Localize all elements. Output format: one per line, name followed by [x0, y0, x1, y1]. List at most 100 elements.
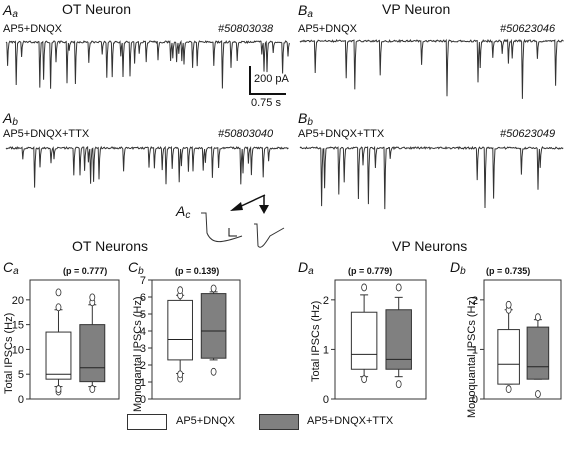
- box-ap5-dnqx: [45, 288, 72, 396]
- panel-label-ab: Ab: [3, 110, 18, 128]
- panel-label-ca: Ca: [3, 259, 19, 277]
- boxplot-cb: 0 1 2 3 4 5 6 7: [140, 275, 241, 406]
- y-tick-label: 7: [140, 275, 146, 287]
- trace-ot-ap5-dnqx: [5, 39, 290, 89]
- scale-current-label: 200 pA: [254, 73, 289, 85]
- boxplot-ca: 0 5 10 15 20: [12, 279, 120, 406]
- scale-time-label: 0.75 s: [251, 97, 281, 109]
- outlier-point: [505, 300, 512, 309]
- y-tick-label: 1: [472, 344, 478, 356]
- legend-swatch-filled: [259, 414, 299, 430]
- box-iqr: [526, 326, 550, 380]
- db-p-value: (p = 0.735): [486, 266, 531, 276]
- outlier-point: [89, 293, 96, 302]
- box-iqr: [497, 329, 520, 385]
- panel-label-da: Da: [298, 259, 314, 277]
- inset-arrowhead-1: [230, 202, 243, 211]
- y-tick-label: 2: [472, 295, 478, 307]
- plot-frame: [483, 279, 562, 400]
- y-tick-label: 0: [140, 394, 146, 406]
- outlier-point: [361, 283, 368, 292]
- y-tick-label: 0: [18, 394, 24, 406]
- y-tick-label: 5: [18, 369, 24, 381]
- panel-label-ac: Ac: [176, 203, 191, 221]
- box-iqr: [167, 299, 193, 361]
- ot-neurons-heading: OT Neurons: [72, 238, 148, 254]
- box-iqr: [79, 324, 106, 383]
- ab-condition: AP5+DNQX+TTX: [3, 128, 90, 140]
- aa-record-id: #50803038: [218, 23, 274, 35]
- inset-event-2: [254, 223, 285, 248]
- aa-condition: AP5+DNQX: [3, 23, 62, 35]
- outlier-point: [210, 284, 217, 293]
- outlier-point: [535, 313, 541, 322]
- y-tick-label: 20: [12, 295, 24, 307]
- outlier-point: [210, 367, 217, 376]
- inset-arrows: [230, 194, 269, 214]
- plot-frame: [151, 279, 241, 400]
- y-tick-label: 5: [140, 309, 146, 321]
- legend-swatch-open: [127, 414, 167, 430]
- inset-scale-bar: [228, 228, 237, 237]
- ba-condition: AP5+DNQX: [298, 23, 357, 35]
- da-p-value: (p = 0.779): [348, 266, 393, 276]
- panel-label-ba: Ba: [298, 2, 313, 20]
- box-ap5-dnqx: [167, 286, 193, 383]
- outlier-point: [89, 385, 96, 393]
- box-ap5-dnqx-ttx: [526, 313, 550, 398]
- inset-average-events: [201, 212, 285, 248]
- ca-p-value: (p = 0.777): [63, 266, 108, 276]
- y-tick-label: 4: [140, 326, 146, 338]
- y-tick-label: 0: [323, 394, 329, 406]
- outlier-point: [55, 288, 62, 297]
- outlier-point: [535, 390, 541, 398]
- box-ap5-dnqx-ttx: [79, 293, 106, 393]
- box-ap5-dnqx-ttx: [200, 284, 227, 376]
- ba-record-id: #50623046: [500, 23, 556, 35]
- outlier-point: [177, 286, 184, 295]
- outlier-point: [395, 283, 402, 292]
- y-tick-label: 2: [323, 295, 329, 307]
- y-tick-label: 6: [140, 292, 146, 304]
- outlier-point: [177, 370, 184, 379]
- outlier-point: [505, 385, 512, 393]
- box-ap5-dnqx: [350, 283, 378, 384]
- y-tick-label: 1: [140, 377, 146, 389]
- inset-event-1: [201, 212, 243, 243]
- bb-condition: AP5+DNQX+TTX: [298, 128, 385, 140]
- panel-label-cb: Cb: [128, 259, 144, 277]
- box-iqr: [200, 293, 227, 359]
- box-iqr: [350, 311, 378, 370]
- panel-b-title: VP Neuron: [382, 1, 451, 17]
- outlier-point: [361, 375, 368, 384]
- boxplot-db: 0 1 2: [472, 279, 562, 406]
- y-tick-label: 1: [323, 344, 329, 356]
- box-iqr: [385, 309, 412, 370]
- panel-label-bb: Bb: [298, 110, 313, 128]
- trace-vp-ap5-dnqx-ttx: [299, 145, 564, 210]
- y-tick-label: 2: [140, 360, 146, 372]
- inset-arrowhead-2: [259, 205, 269, 214]
- ab-record-id: #50803040: [218, 128, 274, 140]
- legend-label-filled: AP5+DNQX+TTX: [307, 415, 394, 427]
- trace-ot-ap5-dnqx-ttx: [5, 145, 289, 188]
- boxplot-da: 0 1 2: [323, 279, 427, 406]
- outlier-point: [395, 380, 402, 389]
- outlier-point: [55, 385, 62, 393]
- bb-record-id: #50623049: [500, 128, 556, 140]
- outlier-point: [55, 303, 62, 312]
- y-tick-label: 15: [12, 320, 24, 332]
- cb-p-value: (p = 0.139): [175, 266, 220, 276]
- plot-frame: [29, 279, 120, 400]
- y-tick-label: 0: [472, 394, 478, 406]
- plot-frame: [334, 279, 427, 400]
- box-ap5-dnqx-ttx: [385, 283, 412, 389]
- box-ap5-dnqx: [497, 300, 520, 393]
- y-tick-label: 3: [140, 343, 146, 355]
- box-iqr: [45, 331, 72, 380]
- trace-vp-ap5-dnqx: [299, 38, 564, 99]
- panel-label-aa: Aa: [3, 2, 18, 20]
- legend-label-open: AP5+DNQX: [176, 415, 235, 427]
- panel-label-db: Db: [450, 259, 466, 277]
- panel-a-title: OT Neuron: [62, 1, 131, 17]
